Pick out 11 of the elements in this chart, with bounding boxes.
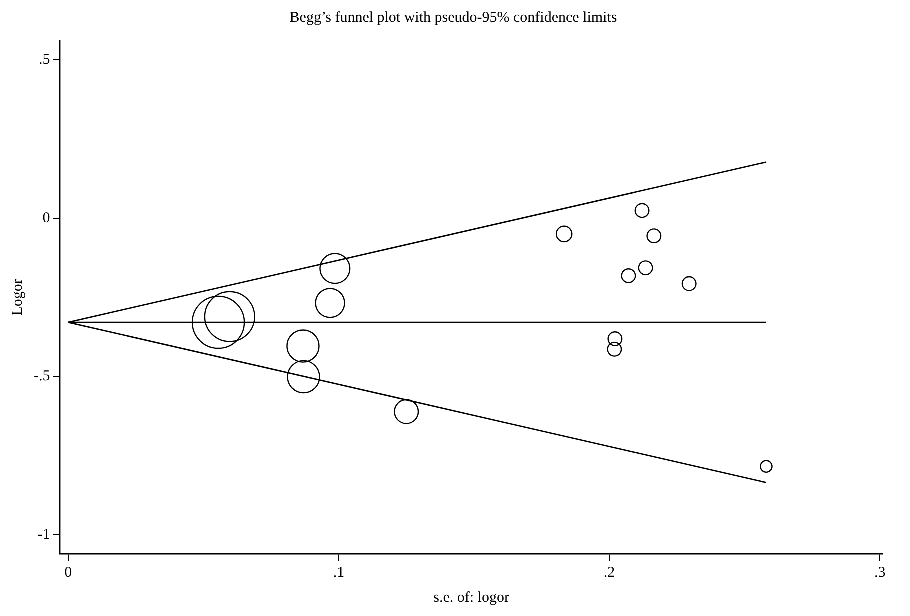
y-tick-label: -1 [38, 526, 50, 543]
chart-title: Begg’s funnel plot with pseudo-95% confidence limits [290, 10, 618, 26]
y-axis-title: Logor [10, 279, 26, 316]
x-tick-label: .3 [874, 564, 886, 581]
x-tick-label: 0 [64, 564, 72, 581]
y-tick-label: .5 [38, 52, 50, 68]
y-tick-label: 0 [42, 210, 50, 226]
y-tick-label: -.5 [34, 368, 50, 385]
x-tick-label: .2 [604, 564, 616, 581]
x-tick-label: .1 [333, 564, 345, 581]
x-axis-title: s.e. of: logor [434, 590, 510, 606]
